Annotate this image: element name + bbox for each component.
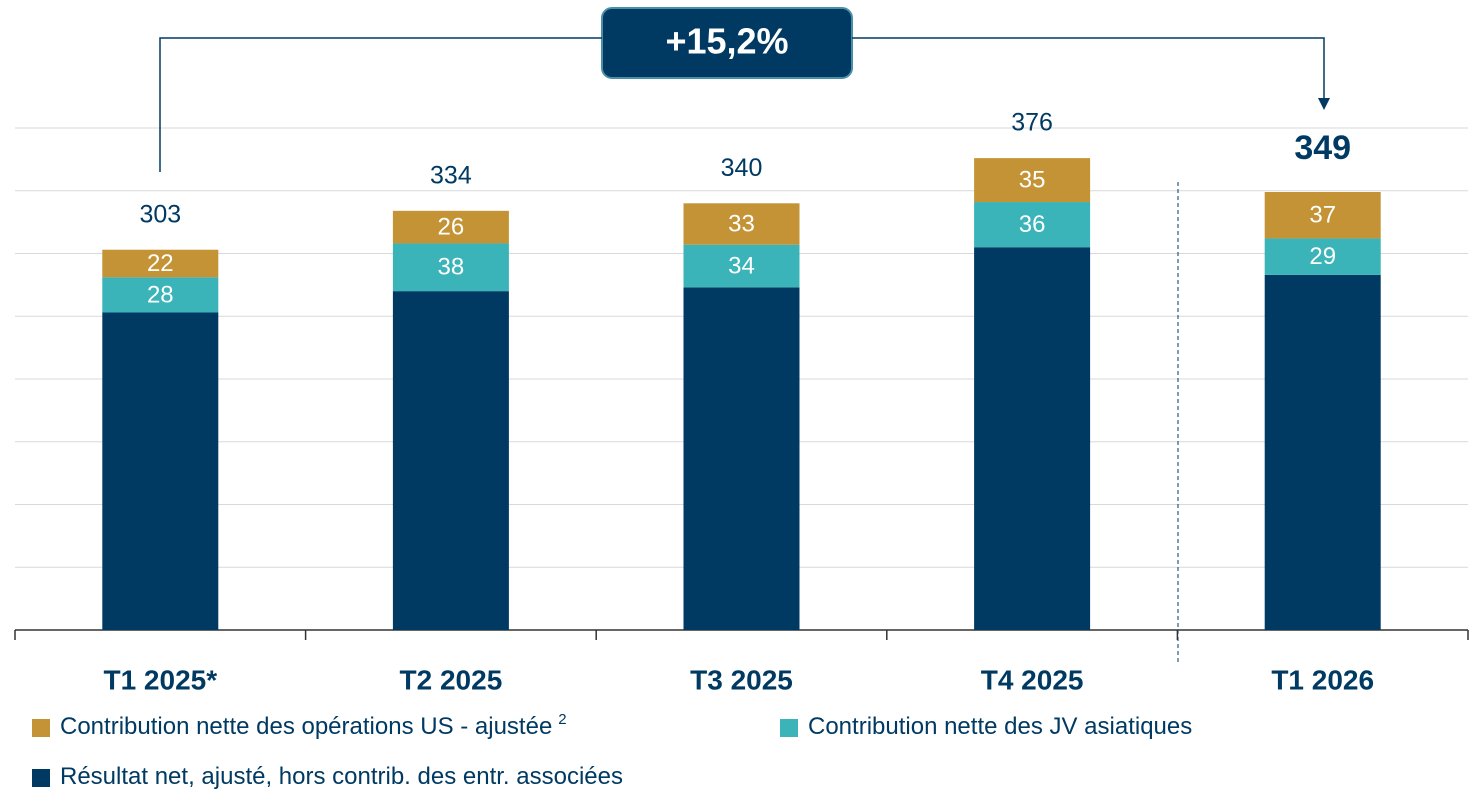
x-tick-label: T2 2025 (400, 664, 503, 695)
total-label: 340 (721, 154, 763, 182)
legend-label: Résultat net, ajusté, hors contrib. des … (60, 763, 623, 790)
bar-segment (1264, 238, 1381, 275)
segment-label: 36 (1019, 211, 1046, 238)
x-tick-label: T1 2026 (1271, 664, 1374, 695)
bar-segment (974, 202, 1091, 248)
legend-swatch (32, 719, 50, 737)
total-label: 303 (139, 200, 181, 228)
total-label: 349 (1294, 129, 1351, 167)
bar-segment (683, 203, 800, 245)
segment-label: 33 (728, 210, 755, 237)
legend-label: Contribution nette des opérations US - a… (60, 711, 567, 740)
annotation: +15,2% (665, 21, 788, 62)
segment-label: 26 (438, 213, 465, 240)
segment-label: 29 (1309, 243, 1336, 270)
bar-segment (1264, 274, 1381, 630)
bar-segment (1264, 192, 1381, 239)
growth-connector (159, 37, 1325, 172)
bar-segment (683, 287, 800, 630)
segment-label: 38 (438, 254, 465, 281)
bar-segment (102, 249, 219, 278)
bar-segment (392, 291, 509, 630)
legend-text: Contribution nette des JV asiatiques (808, 713, 1192, 740)
bar-segment (102, 277, 219, 313)
x-tick-label: T1 2025* (103, 664, 217, 695)
legend-label: Contribution nette des JV asiatiques (808, 713, 1192, 740)
bar-segment (392, 210, 509, 244)
total-label: 376 (1011, 109, 1053, 137)
bar-segment (974, 247, 1091, 630)
legend-text: Résultat net, ajusté, hors contrib. des … (60, 763, 623, 790)
segment-label: 34 (728, 252, 755, 279)
legend-footnote: 2 (558, 711, 566, 728)
annotation-box (601, 7, 853, 79)
segment-label: 35 (1019, 166, 1046, 193)
x-tick-label: T4 2025 (981, 664, 1084, 695)
bar-segment (392, 243, 509, 292)
bar-segment (683, 244, 800, 288)
bar-segment (974, 158, 1091, 203)
legend-swatch (780, 719, 798, 737)
segment-label: 28 (147, 281, 174, 308)
legend-swatch (32, 769, 50, 787)
segment-label: 37 (1309, 202, 1336, 229)
bar-segment (102, 312, 219, 630)
x-tick-label: T3 2025 (690, 664, 793, 695)
total-label: 334 (430, 161, 472, 189)
legend-text: Contribution nette des opérations US - a… (60, 713, 552, 740)
arrow-head (1318, 98, 1330, 110)
segment-label: 22 (147, 250, 174, 277)
